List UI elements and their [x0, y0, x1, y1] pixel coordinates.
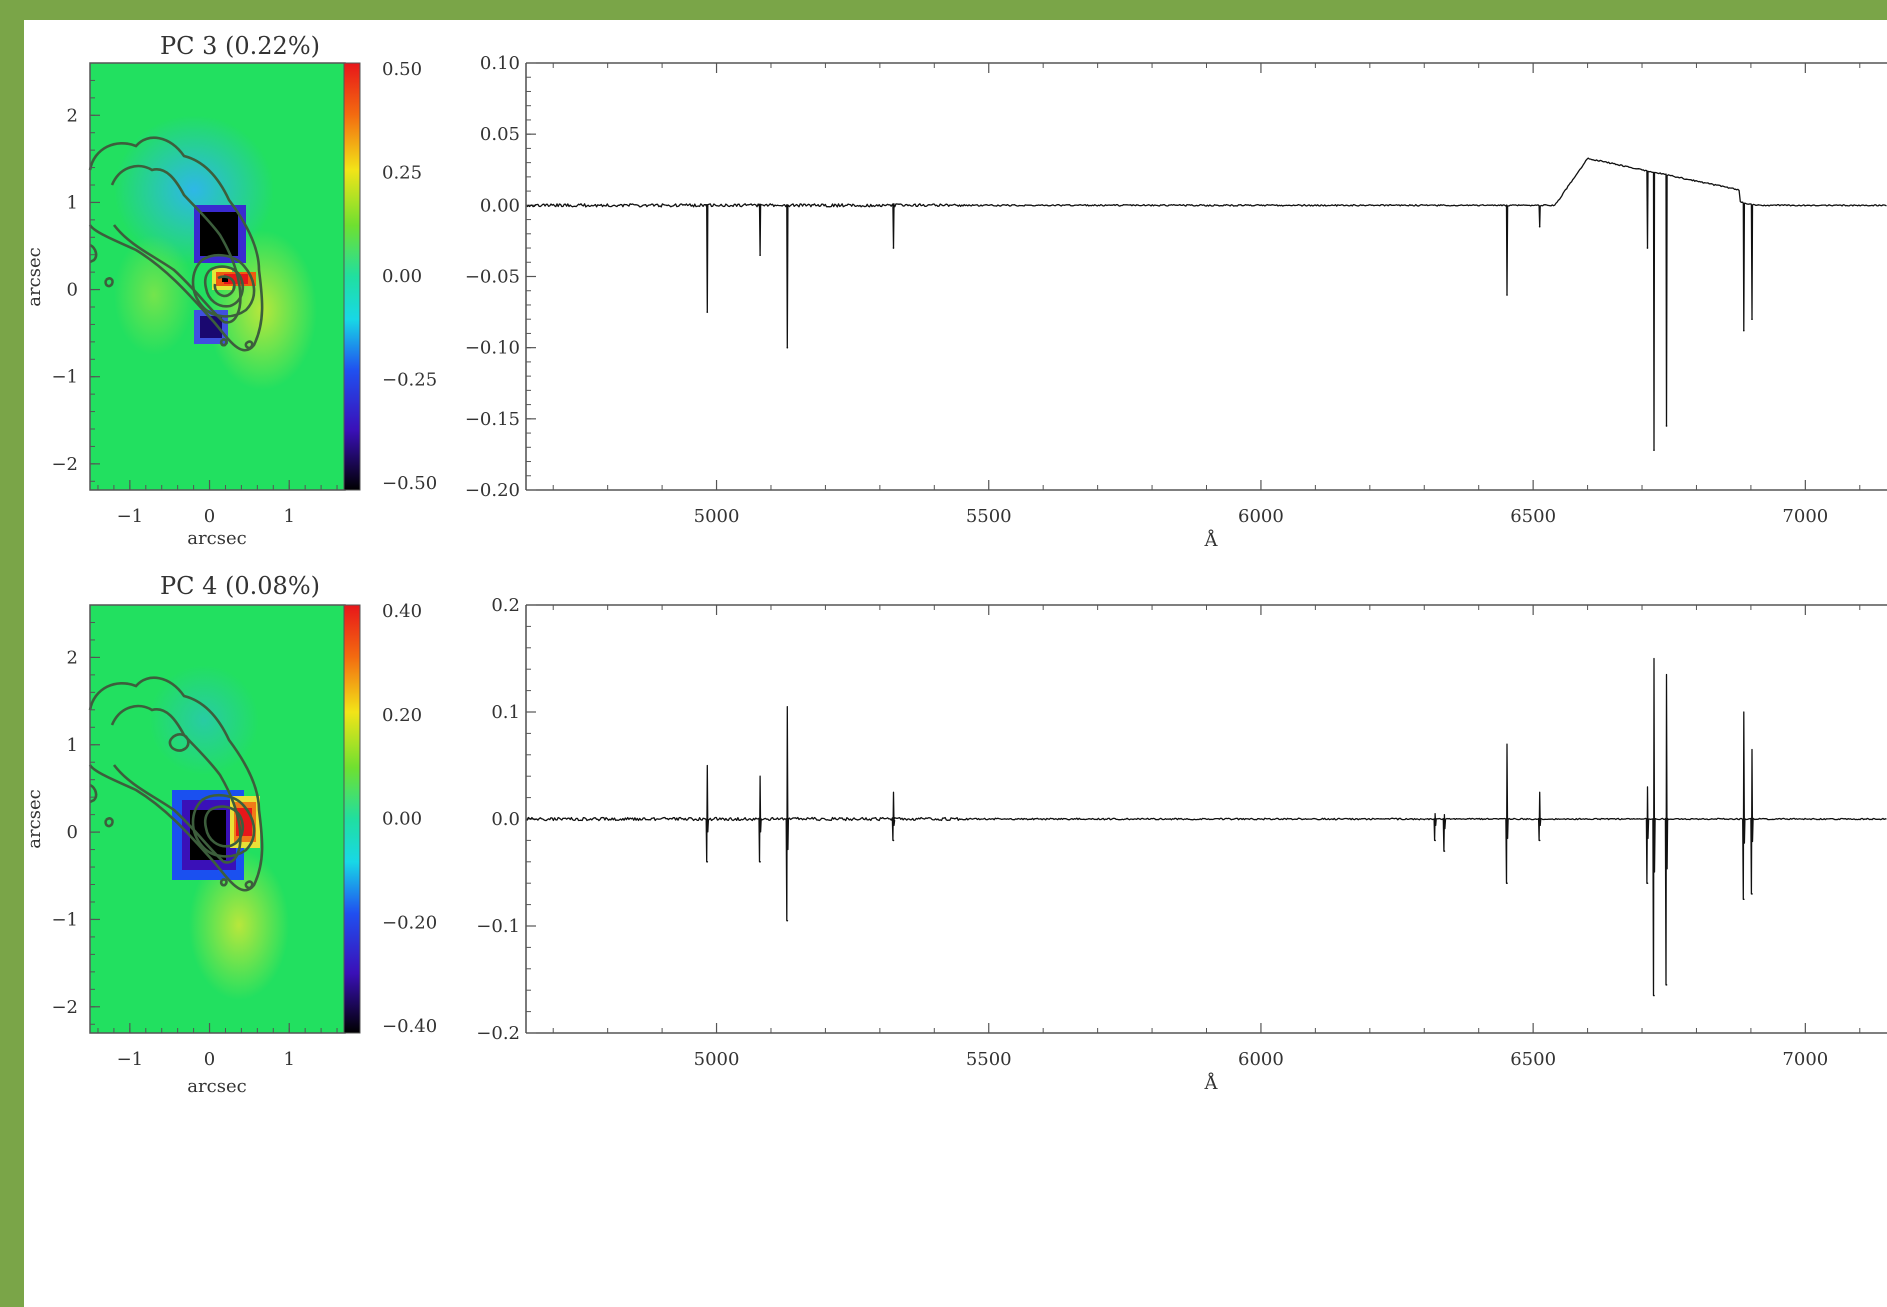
colorbar-tick-label: 0.25 — [382, 163, 422, 184]
colorbar-tick-label: 0.40 — [382, 601, 422, 622]
colorbar-tick-label: 0.00 — [382, 266, 422, 287]
spectral-line-point — [706, 861, 709, 863]
map-ytick-label: 1 — [67, 735, 78, 756]
spectral-line-point — [1751, 893, 1753, 895]
map-ytick-label: 0 — [67, 822, 78, 843]
spectrum-ytick-label: −0.05 — [465, 267, 520, 288]
pc3-map-xlabel: arcsec — [187, 528, 246, 549]
pc4-colorbar — [343, 604, 361, 1034]
spectral-line-point — [1506, 294, 1508, 296]
spectral-line-point — [1665, 984, 1668, 986]
spectrum-trace — [526, 157, 1887, 451]
spectrum-xtick-label: 7000 — [1782, 1049, 1828, 1070]
pc4-spectrum: 5000 5500 6000 6500 7000 0.2 0.1 0.0 −0.1 −0.2 Å — [476, 595, 1887, 1094]
map-ytick-label: 2 — [67, 105, 78, 126]
colorbar-tick-label: 0.50 — [382, 59, 422, 80]
spectrum-xtick-label: 6500 — [1510, 506, 1556, 527]
spectrum-xtick-label: 5000 — [694, 506, 740, 527]
spectral-line-point — [1538, 225, 1541, 228]
pc3-colorbar — [343, 62, 361, 491]
spectrum-ytick-label: 0.2 — [491, 595, 520, 616]
spectral-line-point — [1665, 425, 1668, 427]
spectrum-xtick-label: 5500 — [966, 506, 1012, 527]
spectrum-trace — [526, 657, 1887, 997]
pc3-flux-contours — [88, 136, 264, 352]
spectral-line-point — [1646, 247, 1649, 249]
map-xtick-label: 1 — [283, 1049, 294, 1070]
spectral-line-point — [892, 839, 895, 842]
pc3-map: PC 3 (0.22%) — [24, 32, 437, 549]
spectrum-ytick-label: −0.10 — [465, 338, 520, 359]
spectral-line-point — [759, 254, 761, 256]
spectrum-ytick-label: −0.15 — [465, 409, 520, 430]
spectrum-xtick-label: 5000 — [694, 1049, 740, 1070]
colorbar-tick-label: −0.40 — [382, 1016, 437, 1037]
colorbar-tick-label: 0.00 — [382, 809, 422, 830]
spectrum-xlabel: Å — [1203, 1072, 1218, 1094]
spectral-line-point — [1646, 882, 1649, 884]
spectrum-xtick-label: 5500 — [966, 1049, 1012, 1070]
pc4-map: PC 4 (0.08%) — [24, 572, 437, 1097]
map-ytick-label: −1 — [51, 909, 78, 930]
pc3-yellow-haze-left — [114, 235, 194, 355]
map-ytick-label: −2 — [51, 997, 78, 1018]
spectral-line-point — [786, 919, 789, 922]
spectral-line-point — [1506, 882, 1508, 884]
pc3-negative-blob-lower — [194, 310, 228, 344]
figure-panel: PC 3 (0.22%) — [24, 20, 1887, 1307]
pc4-yellow-haze — [189, 850, 289, 1000]
pc4-map-title: PC 4 (0.08%) — [160, 572, 320, 600]
spectrum-ytick-label: −0.1 — [476, 916, 520, 937]
spectrum-xtick-label: 6000 — [1238, 1049, 1284, 1070]
map-ytick-label: −2 — [51, 454, 78, 475]
map-xtick-label: 0 — [204, 506, 215, 527]
spectral-line-point — [786, 346, 789, 349]
spectral-line-point — [1751, 318, 1753, 321]
pc4-blue-haze — [149, 665, 259, 775]
spectral-line-point — [759, 861, 761, 863]
spectrum-ytick-label: 0.00 — [480, 195, 520, 216]
figure-canvas: PC 3 (0.22%) — [24, 32, 1887, 1097]
pc4-map-xlabel: arcsec — [187, 1076, 246, 1097]
map-xtick-label: −1 — [117, 1049, 144, 1070]
spectral-line-point — [1743, 329, 1745, 332]
spectral-line-point — [1653, 449, 1655, 451]
colorbar-tick-label: −0.50 — [382, 473, 437, 494]
spectrum-ytick-label: −0.2 — [476, 1023, 520, 1044]
colorbar-tick-label: −0.20 — [382, 912, 437, 933]
spectrum-ytick-label: 0.0 — [491, 809, 520, 830]
map-ytick-label: 0 — [67, 280, 78, 301]
spectrum-xtick-label: 6500 — [1510, 1049, 1556, 1070]
spectral-line-point — [892, 247, 895, 249]
colorbar-tick-label: 0.20 — [382, 705, 422, 726]
map-ytick-label: 2 — [67, 647, 78, 668]
spectral-line-point — [1538, 839, 1541, 842]
spectrum-ytick-label: −0.20 — [465, 480, 520, 501]
colorbar-tick-label: −0.25 — [382, 370, 437, 391]
spectrum-xlabel: Å — [1203, 529, 1218, 551]
pc4-flux-contours — [88, 676, 264, 892]
spectral-line-point — [1434, 839, 1436, 842]
map-xtick-label: 1 — [283, 506, 294, 527]
map-xtick-label: 0 — [204, 1049, 215, 1070]
pc3-spectrum: 5000 5500 6000 6500 7000 0.10 0.05 0.00 −0.05 −0.… — [465, 53, 1887, 551]
map-ytick-label: 1 — [67, 192, 78, 213]
pc3-map-title: PC 3 (0.22%) — [160, 32, 320, 60]
map-xtick-label: −1 — [117, 506, 144, 527]
pc4-map-ylabel: arcsec — [24, 789, 45, 848]
spectrum-ytick-label: 0.05 — [480, 124, 520, 145]
spectral-line-point — [1743, 898, 1745, 901]
spectrum-xtick-label: 6000 — [1238, 506, 1284, 527]
spectral-line-point — [1443, 850, 1446, 852]
pc3-map-ylabel: arcsec — [24, 247, 45, 306]
map-ytick-label: −1 — [51, 367, 78, 388]
spectral-line-point — [1653, 994, 1655, 997]
spectrum-xtick-label: 7000 — [1782, 506, 1828, 527]
spectrum-ytick-label: 0.10 — [480, 53, 520, 74]
spectral-line-point — [706, 311, 709, 313]
spectrum-ytick-label: 0.1 — [491, 702, 520, 723]
